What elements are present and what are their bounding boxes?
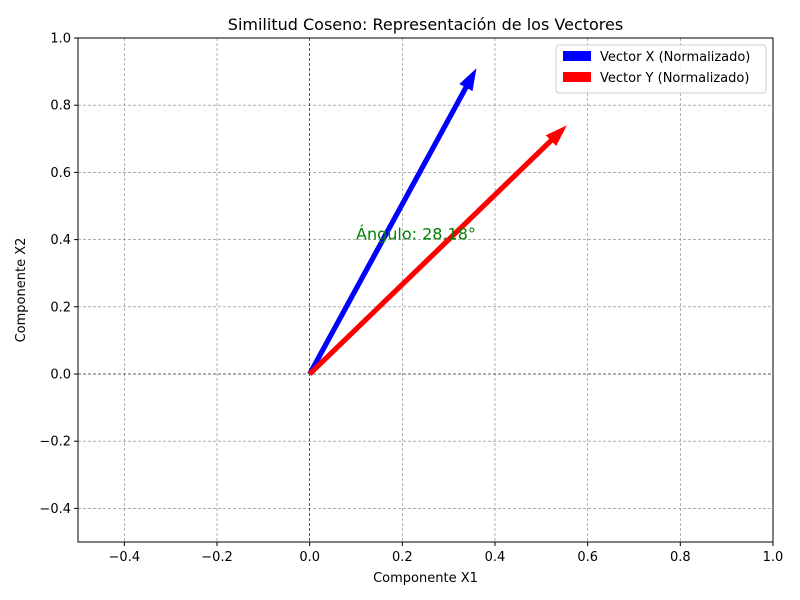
x-tick-label: −0.4 bbox=[109, 550, 141, 565]
angle-annotation: Ángulo: 28.18° bbox=[356, 225, 476, 244]
y-tick-label: 0.4 bbox=[50, 233, 71, 248]
y-tick-label: 1.0 bbox=[50, 32, 71, 47]
y-tick-label: 0.8 bbox=[50, 99, 71, 114]
x-tick-label: 0.2 bbox=[392, 550, 413, 565]
y-tick-label: −0.2 bbox=[39, 435, 71, 450]
y-tick-label: 0.6 bbox=[50, 166, 71, 181]
legend: Vector X (Normalizado) Vector Y (Normali… bbox=[555, 44, 767, 94]
vector-arrow-y bbox=[307, 125, 567, 376]
legend-swatch-vector-y bbox=[563, 72, 591, 82]
x-tick-label: 0.8 bbox=[670, 550, 691, 565]
vectors bbox=[307, 68, 567, 376]
y-axis-label: Componente X2 bbox=[14, 238, 29, 343]
vector-arrow-x bbox=[307, 68, 477, 376]
y-axis-ticks: −0.4 −0.2 0.0 0.2 0.4 0.6 0.8 1.0 bbox=[39, 32, 78, 517]
y-tick-label: −0.4 bbox=[39, 502, 71, 517]
legend-swatch-vector-x bbox=[563, 51, 591, 61]
x-tick-label: −0.2 bbox=[201, 550, 233, 565]
x-tick-label: 0.0 bbox=[299, 550, 320, 565]
y-tick-label: 0.2 bbox=[50, 300, 71, 315]
x-tick-label: 1.0 bbox=[763, 550, 784, 565]
x-tick-label: 0.6 bbox=[577, 550, 598, 565]
x-axis-label: Componente X1 bbox=[373, 571, 478, 586]
legend-box bbox=[555, 44, 767, 94]
legend-label-vector-y: Vector Y (Normalizado) bbox=[600, 71, 749, 86]
legend-label-vector-x: Vector X (Normalizado) bbox=[600, 50, 750, 65]
y-tick-label: 0.0 bbox=[50, 368, 71, 383]
plot-frame bbox=[77, 37, 774, 543]
chart-title: Similitud Coseno: Representación de los … bbox=[228, 15, 623, 34]
x-tick-label: 0.4 bbox=[485, 550, 506, 565]
zero-lines bbox=[78, 38, 773, 542]
x-axis-ticks: −0.4 −0.2 0.0 0.2 0.4 0.6 0.8 1.0 bbox=[109, 542, 784, 565]
plot-area bbox=[78, 38, 773, 542]
